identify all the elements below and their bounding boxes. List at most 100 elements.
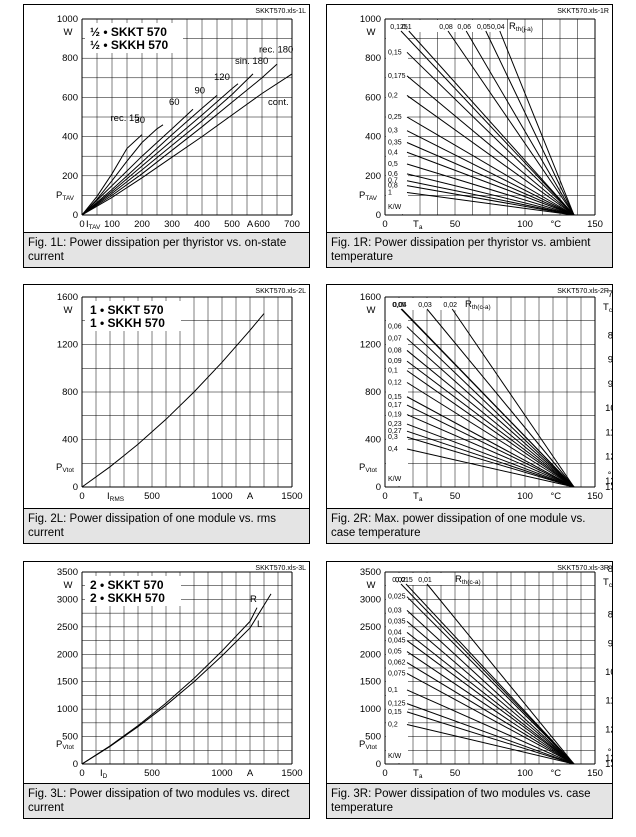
x-tick-label: 500	[144, 491, 160, 502]
rth-line	[406, 326, 575, 488]
rth-header-main: R	[509, 21, 516, 32]
rth-left-label: 0,045	[388, 638, 406, 645]
y-tick-label: 400	[365, 435, 381, 446]
rth-left-label: 0,09	[388, 358, 402, 365]
y-tick-label: 0	[73, 210, 78, 221]
rth-top-label: 0,04	[393, 302, 407, 309]
rth-header-sub: th(c-a)	[462, 579, 481, 586]
y-axis-label-sub: Vtot	[365, 744, 377, 751]
right-tick-label: 135	[605, 482, 612, 493]
rth-top-label: 0,03	[418, 302, 432, 309]
x-axis-label-main: T	[413, 491, 419, 502]
chart-3R: SKKT570.xls-3R 0,020,015 0,01 0,025 0,03 0,03…	[359, 564, 612, 780]
panel-2L: SKKT570.xls-2L 1600 1200 800 400 0 0 500 1000 150…	[23, 284, 310, 544]
rth-label-row	[386, 573, 452, 585]
rth-left-label: 0,075	[388, 670, 406, 677]
x-axis-label-main: T	[413, 219, 419, 230]
caption-1R: Fig. 1R: Power dissipation per thyristor…	[327, 232, 612, 267]
y-tick-label: 1500	[360, 677, 381, 688]
x-tick-label: 600	[254, 219, 270, 230]
x-unit: °C	[550, 219, 561, 230]
chart-2R: SKKT570.xls-2R 0,050,04 0,03 0,02 0,06 0,07 0,…	[359, 288, 612, 503]
curve-label: 90	[195, 85, 206, 96]
rth-left-label: 0,17	[388, 402, 402, 409]
y-tick-label: 1000	[57, 14, 78, 25]
right-tick-label: °C	[608, 470, 612, 481]
curve-label: L	[257, 619, 262, 630]
right-axis-label-main: T	[603, 577, 609, 588]
x-tick-label: 50	[450, 219, 461, 230]
rth-line	[400, 30, 575, 216]
rth-line	[499, 30, 575, 216]
rth-line	[406, 673, 575, 765]
y-tick-label: 1000	[360, 704, 381, 715]
y-tick-label: 1200	[57, 340, 78, 351]
x-tick-label: 100	[517, 768, 533, 779]
rth-left-label: 0,15	[388, 49, 402, 56]
curve-label: rec. 180	[259, 44, 293, 55]
y-tick-label: 400	[365, 132, 381, 143]
y-tick-label: 3500	[360, 567, 381, 578]
rth-left-label: 0,7	[388, 178, 398, 185]
x-tick-label: 100	[517, 219, 533, 230]
y-axis-label: PTAV	[56, 190, 75, 202]
y-tick-label: 500	[62, 732, 78, 743]
x-tick-label: 0	[79, 491, 84, 502]
y-tick-label: 2000	[360, 649, 381, 660]
y-tick-label: 0	[376, 482, 381, 493]
y-tick-label: 0	[73, 482, 78, 493]
right-tick-label: 121	[605, 452, 612, 463]
rth-left-label: 0,03	[388, 607, 402, 614]
x-tick-label: 700	[284, 219, 300, 230]
x-tick-label: 0	[79, 219, 84, 230]
rth-label-column	[386, 298, 408, 486]
rth-unit: K/W	[388, 753, 402, 760]
x-axis-label-main: I	[100, 768, 103, 779]
y-axis-label-main: P	[359, 190, 365, 201]
caption-2L: Fig. 2L: Power dissipation of one module…	[24, 508, 309, 543]
right-axis-label-sub: c	[609, 307, 612, 314]
x-tick-label: 500	[224, 219, 240, 230]
rth-line	[408, 30, 575, 216]
rth-line	[406, 338, 575, 488]
rth-header-main: R	[455, 574, 462, 585]
x-tick-label: 200	[134, 219, 150, 230]
rth-line	[426, 308, 575, 488]
file-label: SKKT570.xls-2R	[557, 288, 609, 295]
curve-label: 60	[169, 97, 180, 108]
x-axis-label-main: I	[107, 491, 110, 502]
rth-line	[406, 711, 575, 765]
right-tick-label: 85	[608, 330, 612, 341]
y-tick-label: 800	[365, 387, 381, 398]
y-axis-label: PVtot	[359, 462, 377, 474]
rth-left-label: 0,4	[388, 149, 398, 156]
rth-line	[485, 30, 575, 216]
panel-3L: SKKT570.xls-3L 3500 3000 2500 2000 1500 1000 50…	[23, 561, 310, 819]
right-axis-label-sub: c	[609, 582, 612, 589]
x-tick-label: 0	[382, 768, 387, 779]
rth-line	[406, 180, 575, 216]
chart-title: 2 • SKKT 570	[90, 578, 164, 592]
rth-top-label: 0,1	[402, 24, 412, 31]
y-tick-label: 1000	[360, 14, 381, 25]
curve-label: 120	[214, 72, 230, 83]
rth-line	[406, 191, 575, 216]
right-tick-label: °C	[608, 747, 612, 758]
x-tick-label: 150	[587, 491, 603, 502]
y-tick-label: 600	[62, 92, 78, 103]
right-tick-label: 99	[608, 379, 612, 390]
y-tick-label: 0	[376, 759, 381, 770]
y-tick-label: 800	[365, 53, 381, 64]
y-axis-label-sub: Vtot	[62, 467, 74, 474]
rth-line	[406, 414, 575, 488]
y-unit: W	[64, 27, 73, 38]
y-axis-label-main: P	[56, 190, 62, 201]
file-label: SKKT570.xls-3R	[557, 565, 609, 572]
series-line	[81, 63, 278, 216]
y-tick-label: 400	[62, 435, 78, 446]
chart-title: 1 • SKKH 570	[90, 316, 165, 330]
rth-line	[447, 30, 575, 216]
file-label: SKKT570.xls-1R	[557, 8, 609, 15]
rth-left-label: 0,35	[388, 139, 402, 146]
